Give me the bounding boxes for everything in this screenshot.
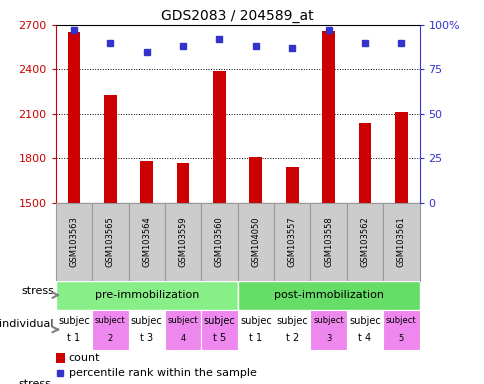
Text: GSM103559: GSM103559 [178,217,187,267]
Bar [56,203,92,281]
Text: subjec: subjec [131,316,162,326]
Text: GSM103563: GSM103563 [69,216,78,267]
Text: t 5: t 5 [212,333,226,343]
Text: t 3: t 3 [140,333,153,343]
Text: subject: subject [385,316,416,325]
Bar [285,167,298,203]
Text: subjec: subjec [240,316,271,326]
Text: t 4: t 4 [358,333,371,343]
Bar [56,281,237,310]
Bar [310,203,346,281]
Text: stress: stress [21,286,54,296]
Bar [382,310,419,349]
Bar [128,203,165,281]
Text: stress: stress [18,379,51,384]
Bar [56,310,92,349]
Text: GSM104050: GSM104050 [251,217,260,267]
Bar [358,123,371,203]
Text: count: count [68,353,100,363]
Text: 3: 3 [325,334,331,343]
Title: GDS2083 / 204589_at: GDS2083 / 204589_at [161,8,313,23]
Bar [165,203,201,281]
Bar [346,203,382,281]
Bar [321,31,334,203]
Bar [237,310,273,349]
Text: GSM103561: GSM103561 [396,216,405,267]
Bar [273,203,310,281]
Text: GSM103557: GSM103557 [287,216,296,267]
Text: t 1: t 1 [249,333,262,343]
Bar [346,310,382,349]
Bar [212,71,226,203]
Bar [165,310,201,349]
Text: GSM103565: GSM103565 [106,216,115,267]
Bar [310,310,346,349]
Text: pre-immobilization: pre-immobilization [94,290,198,300]
Text: GSM103558: GSM103558 [323,216,333,267]
Bar [56,353,65,363]
Bar [92,203,128,281]
Bar [201,203,237,281]
Text: GSM103562: GSM103562 [360,216,369,267]
Bar [201,310,237,349]
Text: t 1: t 1 [67,333,80,343]
Text: GSM103564: GSM103564 [142,216,151,267]
Text: GSM103560: GSM103560 [214,216,224,267]
Bar [237,203,273,281]
Text: subjec: subjec [203,316,235,326]
Text: 2: 2 [107,334,113,343]
Bar [249,157,262,203]
Bar [128,310,165,349]
Bar [237,281,419,310]
Bar [92,310,128,349]
Bar [394,113,407,203]
Bar [176,163,189,203]
Text: 4: 4 [180,334,185,343]
Text: subjec: subjec [58,316,90,326]
Bar [273,310,310,349]
Text: t 2: t 2 [285,333,298,343]
Text: 5: 5 [398,334,403,343]
Text: percentile rank within the sample: percentile rank within the sample [68,368,256,379]
Bar [382,203,419,281]
Text: individual: individual [0,319,54,329]
Text: post-immobilization: post-immobilization [273,290,383,300]
Text: subject: subject [167,316,198,325]
Text: subject: subject [95,316,125,325]
Text: subjec: subjec [348,316,380,326]
Bar [67,32,80,203]
Text: subject: subject [313,316,343,325]
Text: subjec: subjec [276,316,307,326]
Bar [140,161,153,203]
Bar [104,94,117,203]
